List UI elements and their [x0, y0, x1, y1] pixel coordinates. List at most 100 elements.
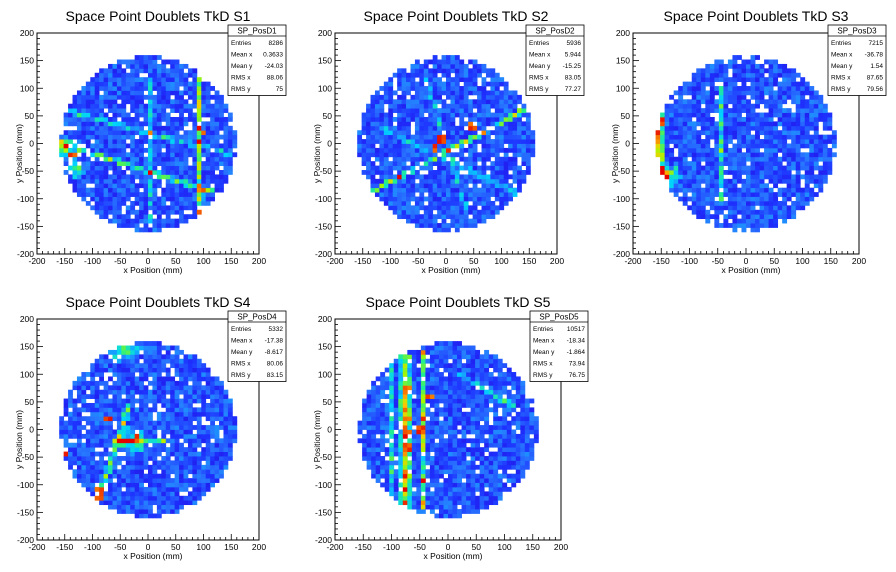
heat-cell: [485, 205, 491, 211]
heat-cell: [423, 99, 429, 105]
heat-cell: [81, 170, 87, 175]
heat-cell: [76, 170, 82, 175]
heat-cell: [499, 121, 505, 127]
heat-cell: [696, 112, 702, 118]
heat-cell: [116, 442, 122, 448]
heat-cell: [682, 112, 688, 118]
heat-cell: [85, 416, 91, 422]
heat-cell: [227, 125, 233, 131]
heat-cell: [687, 187, 693, 193]
heat-cell: [732, 187, 738, 193]
heat-cell: [428, 147, 434, 153]
heat-cell: [94, 478, 100, 483]
heat-cell: [494, 72, 500, 78]
heat-cell: [76, 447, 82, 452]
heat-cell: [804, 99, 810, 105]
heat-cell: [165, 209, 171, 215]
heat-cell: [201, 394, 207, 399]
heat-cell: [174, 218, 180, 224]
heat-cell: [125, 447, 131, 452]
heat-cell: [103, 402, 109, 408]
heat-cell: [432, 90, 438, 96]
heat-cell: [437, 174, 442, 180]
heat-cell: [134, 482, 140, 488]
heat-cell: [441, 55, 447, 60]
heat-cell: [709, 121, 715, 127]
heat-cell: [503, 161, 509, 166]
heat-cell: [205, 380, 211, 386]
heat-cell: [76, 464, 82, 470]
heat-cell: [210, 156, 215, 162]
heat-cell: [463, 81, 469, 87]
heat-cell: [499, 108, 505, 113]
heat-cell: [736, 205, 742, 211]
heat-cell: [116, 456, 122, 461]
heat-cell: [174, 99, 180, 105]
heat-cell: [791, 161, 797, 166]
heat-cell: [450, 55, 456, 60]
heat-cell: [170, 63, 176, 69]
heat-cell: [165, 482, 171, 488]
heat-cell: [732, 192, 738, 197]
heat-cell: [116, 429, 122, 435]
heat-cell: [94, 86, 100, 91]
heat-cell: [192, 86, 198, 91]
heat-cell: [103, 192, 109, 197]
histogram-panel-4: Space Point Doublets TkD S4-200 -150 -100-…: [14, 294, 287, 561]
heat-cell: [714, 200, 720, 206]
heat-cell: [130, 500, 136, 506]
heat-cell: [736, 90, 742, 96]
heat-cell: [152, 425, 158, 430]
heat-cell: [660, 147, 666, 153]
heat-cell: [813, 90, 819, 96]
heat-cell: [696, 116, 702, 122]
heat-cell: [406, 214, 411, 220]
heat-cell: [432, 59, 438, 65]
heat-cell: [90, 103, 96, 109]
heat-cell: [508, 174, 513, 180]
heat-cell: [419, 192, 425, 197]
heat-cell: [219, 464, 224, 470]
heat-cell: [90, 376, 96, 382]
heat-cell: [392, 103, 398, 109]
heat-cell: [375, 425, 381, 430]
heat-cell: [432, 161, 438, 166]
heat-cell: [170, 99, 176, 105]
heat-cell: [746, 192, 751, 197]
heat-cell: [700, 108, 706, 113]
heat-cell: [423, 143, 429, 149]
heat-cell: [441, 147, 447, 153]
heat-cell: [795, 196, 801, 202]
heat-cell: [201, 367, 207, 373]
heat-cell: [463, 156, 469, 162]
heat-cell: [174, 103, 180, 109]
heat-cell: [379, 161, 385, 166]
heat-cell: [174, 143, 180, 149]
heat-cell: [818, 134, 824, 140]
heat-cell: [94, 460, 100, 466]
heat-cell: [682, 165, 688, 171]
stats-key: Mean y: [831, 63, 853, 70]
heat-cell: [490, 183, 496, 189]
heat-cell: [732, 170, 738, 175]
heat-cell: [383, 81, 389, 87]
y-tick-label: -150: [17, 507, 34, 517]
heat-cell: [76, 139, 82, 144]
heat-cell: [103, 134, 109, 140]
heat-cell: [773, 174, 779, 180]
heat-cell: [463, 196, 469, 202]
heat-cell: [481, 77, 487, 83]
heat-cell: [165, 165, 171, 171]
heat-cell: [205, 94, 211, 100]
heat-cell: [428, 90, 434, 96]
heat-cell: [750, 200, 756, 206]
heat-cell: [125, 363, 131, 369]
heat-cell: [410, 94, 416, 100]
heat-cell: [732, 209, 738, 215]
heat-cell: [108, 367, 113, 373]
heat-cell: [148, 156, 153, 162]
heat-cell: [682, 200, 688, 206]
heat-cell: [201, 456, 207, 461]
heat-cell: [156, 218, 162, 224]
heat-cell: [741, 209, 747, 215]
